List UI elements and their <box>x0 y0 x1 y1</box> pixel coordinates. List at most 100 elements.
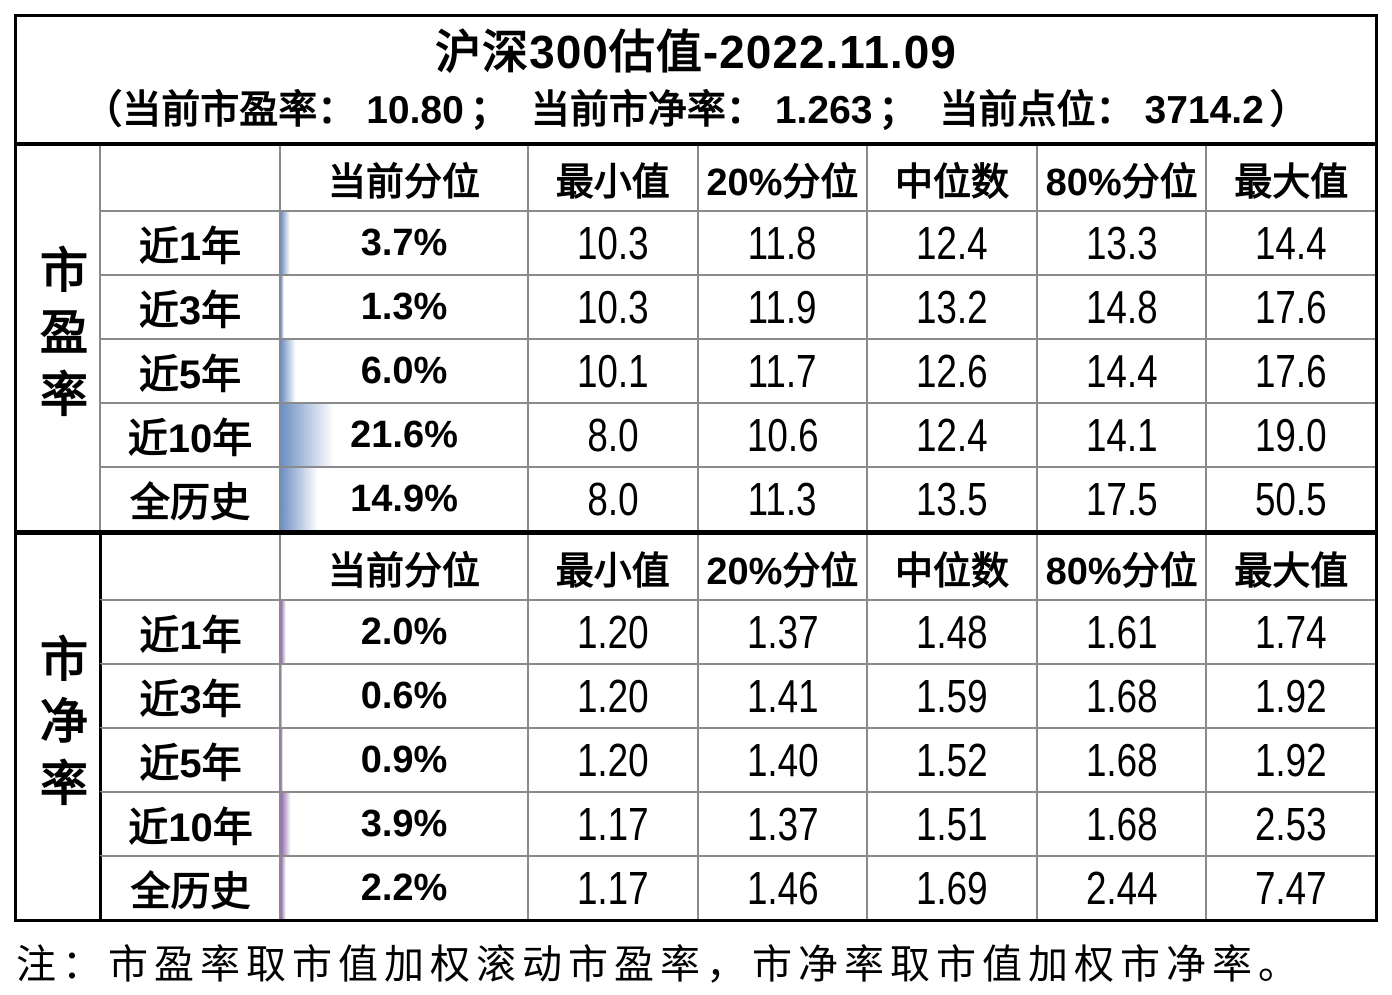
subtitle: （当前市盈率： 10.80；当前市净率： 1.263；当前点位： 3714.2） <box>17 83 1375 139</box>
pe-cell-max: 14.4 <box>1205 210 1375 274</box>
pe-cell-p80: 14.4 <box>1035 338 1206 402</box>
percentile-value: 0.6% <box>360 674 448 717</box>
pb-row-label: 近1年 <box>99 599 279 663</box>
pe-header-median: 中位数 <box>866 146 1036 210</box>
pb-cell-max: 2.53 <box>1205 791 1375 855</box>
pb-cell-p20: 1.41 <box>696 663 867 727</box>
pb-cell-p20: 1.40 <box>696 727 867 791</box>
percentile-bar <box>281 729 284 791</box>
pe-row-label: 近3年 <box>99 274 279 338</box>
pb-cell-p80: 1.68 <box>1035 791 1206 855</box>
pe-cell-min: 10.3 <box>527 274 697 338</box>
pe-header-min: 最小值 <box>527 146 697 210</box>
pe-percentile-cell: 14.9% <box>279 466 527 530</box>
percentile-value: 3.7% <box>360 221 448 264</box>
header: 沪深300估值-2022.11.09 （当前市盈率： 10.80；当前市净率： 1.… <box>17 17 1375 142</box>
pe-cell-max: 17.6 <box>1205 338 1375 402</box>
pb-header-min: 最小值 <box>527 535 697 599</box>
pb-cell-max: 7.47 <box>1205 855 1375 919</box>
pb-percentile-cell: 2.0% <box>279 599 527 663</box>
pe-cell-p20: 11.9 <box>696 274 867 338</box>
pb-cell-p80: 1.61 <box>1035 599 1206 663</box>
pb-percentile-cell: 0.9% <box>279 727 527 791</box>
pb-cell-min: 1.20 <box>527 663 697 727</box>
pb-cell-p80: 2.44 <box>1035 855 1206 919</box>
percentile-bar <box>281 468 318 530</box>
pb-table: 市净率 当前分位 最小值 20%分位 中位数 80%分位 最大值 近1年 2.0… <box>17 535 1375 919</box>
pe-category-label: 市盈率 <box>32 245 85 431</box>
percentile-value: 6.0% <box>360 349 448 392</box>
pe-cell-max: 19.0 <box>1205 402 1375 466</box>
pb-row-label: 近5年 <box>99 727 279 791</box>
pb-percentile-cell: 2.2% <box>279 855 527 919</box>
current-pb-label: 当前市净率： <box>530 88 765 132</box>
pe-row-label: 全历史 <box>99 466 279 530</box>
percentile-bar <box>281 793 291 855</box>
valuation-panel: 沪深300估值-2022.11.09 （当前市盈率： 10.80；当前市净率： 1.… <box>14 14 1378 922</box>
pe-row-label: 近1年 <box>99 210 279 274</box>
percentile-bar <box>281 601 286 663</box>
pe-table: 市盈率 当前分位 最小值 20%分位 中位数 80%分位 最大值 近1年 3.7… <box>17 146 1375 530</box>
percentile-bar <box>281 857 287 919</box>
percentile-bar <box>281 404 335 466</box>
pb-cell-min: 1.20 <box>527 727 697 791</box>
page-title: 沪深300估值-2022.11.09 <box>435 25 957 78</box>
percentile-value: 2.2% <box>360 866 448 909</box>
percentile-value: 3.9% <box>360 802 448 845</box>
pb-cell-median: 1.52 <box>866 727 1036 791</box>
pe-cell-p80: 14.8 <box>1035 274 1206 338</box>
pb-cell-p20: 1.46 <box>696 855 867 919</box>
pb-header-p20: 20%分位 <box>696 535 867 599</box>
pe-header-current-percentile: 当前分位 <box>279 146 527 210</box>
pe-percentile-cell: 21.6% <box>279 402 527 466</box>
footnote: 注：市盈率取市值加权滚动市盈率，市净率取市值加权市净率。 <box>16 942 1304 988</box>
pe-cell-p20: 11.3 <box>696 466 867 530</box>
pb-header-p80: 80%分位 <box>1035 535 1206 599</box>
pe-percentile-cell: 6.0% <box>279 338 527 402</box>
pe-row-label: 近5年 <box>99 338 279 402</box>
pb-cell-min: 1.20 <box>527 599 697 663</box>
pb-category-label: 市净率 <box>32 634 85 820</box>
pe-cell-median: 12.4 <box>866 402 1036 466</box>
percentile-bar <box>281 212 291 274</box>
pe-cell-min: 10.3 <box>527 210 697 274</box>
pe-cell-min: 8.0 <box>527 466 697 530</box>
pb-cell-median: 1.48 <box>866 599 1036 663</box>
current-pe-value: 10.80 <box>366 88 464 132</box>
pe-cell-p20: 11.8 <box>696 210 867 274</box>
subtitle-separator: ； <box>469 88 509 132</box>
pe-cell-median: 13.2 <box>866 274 1036 338</box>
pb-cell-p80: 1.68 <box>1035 727 1206 791</box>
pe-cell-min: 10.1 <box>527 338 697 402</box>
pe-cell-median: 12.4 <box>866 210 1036 274</box>
pb-header-max: 最大值 <box>1205 535 1375 599</box>
percentile-value: 1.3% <box>360 285 448 328</box>
subtitle-open-paren: （ <box>83 88 123 132</box>
current-point-label: 当前点位： <box>939 88 1135 132</box>
pe-header-max: 最大值 <box>1205 146 1375 210</box>
subtitle-close-paren: ） <box>1269 88 1309 132</box>
pb-row-label: 近3年 <box>99 663 279 727</box>
percentile-value: 14.9% <box>350 477 458 520</box>
pb-row-label: 近10年 <box>99 791 279 855</box>
pb-header-current-percentile: 当前分位 <box>279 535 527 599</box>
pb-cell-min: 1.17 <box>527 791 697 855</box>
pe-cell-max: 50.5 <box>1205 466 1375 530</box>
pb-cell-median: 1.69 <box>866 855 1036 919</box>
subtitle-separator: ； <box>878 88 918 132</box>
pe-cell-max: 17.6 <box>1205 274 1375 338</box>
pb-cell-p20: 1.37 <box>696 599 867 663</box>
pb-header-blank <box>99 535 279 599</box>
pb-cell-max: 1.92 <box>1205 727 1375 791</box>
pb-percentile-cell: 0.6% <box>279 663 527 727</box>
pe-cell-p80: 13.3 <box>1035 210 1206 274</box>
section-divider <box>17 142 1375 146</box>
pe-row-label: 近10年 <box>99 402 279 466</box>
pe-cell-p20: 11.7 <box>696 338 867 402</box>
pb-cell-median: 1.51 <box>866 791 1036 855</box>
percentile-bar <box>281 665 283 727</box>
pb-header-median: 中位数 <box>866 535 1036 599</box>
pe-cell-median: 13.5 <box>866 466 1036 530</box>
percentile-value: 21.6% <box>350 413 458 456</box>
pe-header-p80: 80%分位 <box>1035 146 1206 210</box>
